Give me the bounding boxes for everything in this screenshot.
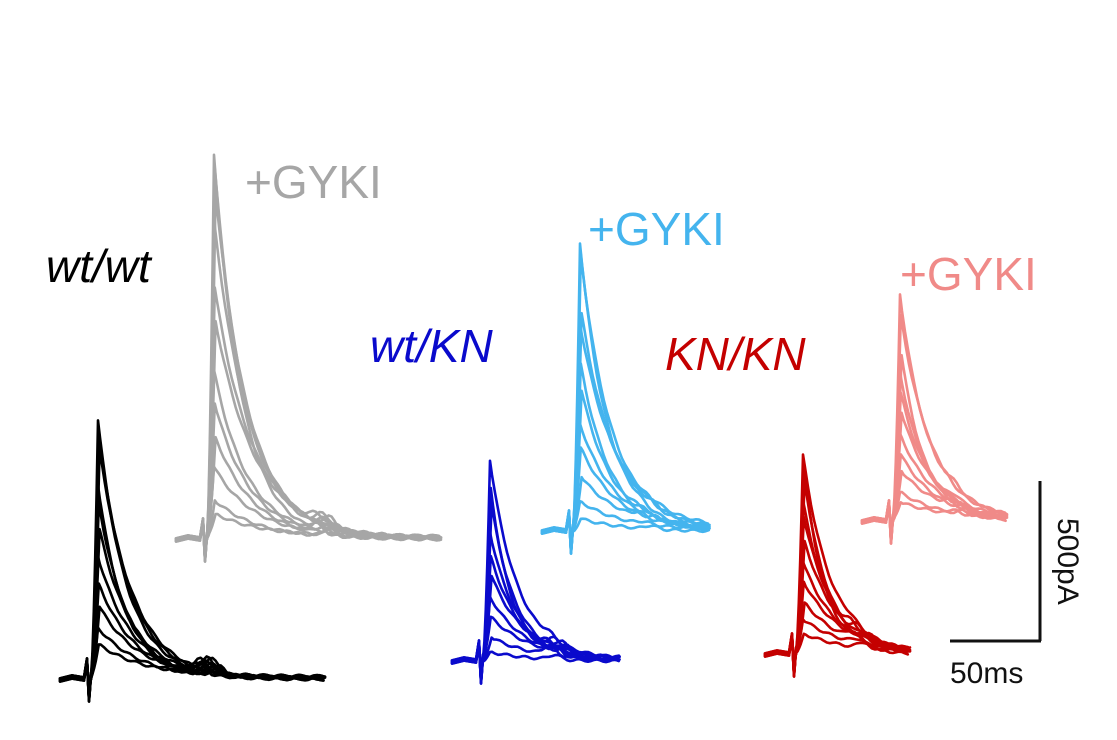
- trace-group-2: [450, 459, 621, 685]
- trace-3-9: [540, 499, 710, 554]
- trace-2-9: [450, 642, 620, 685]
- trace-4-10: [763, 632, 910, 677]
- trace-0-10: [58, 643, 325, 700]
- trace-5-0: [860, 293, 1009, 542]
- trace-5-10: [860, 499, 1007, 542]
- trace-group-3: [540, 242, 711, 555]
- trace-0-8: [58, 605, 325, 701]
- trace-group-4: [763, 453, 912, 678]
- trace-group-1: [174, 153, 443, 563]
- trace-group-0: [58, 419, 327, 703]
- trace-0-7: [58, 582, 325, 703]
- trace-2-5: [450, 574, 621, 683]
- trace-3-8: [540, 475, 711, 552]
- label-gyki-wtkn: +GYKI: [588, 203, 725, 255]
- trace-4-7: [763, 580, 910, 676]
- trace-5-7: [860, 453, 1007, 545]
- trace-1-11: [174, 512, 441, 560]
- trace-3-10: [540, 512, 711, 555]
- scale-bar-time-label: 50ms: [950, 657, 1023, 690]
- label-kn-kn: KN/KN: [665, 328, 806, 380]
- trace-group-5: [860, 293, 1009, 545]
- label-wt-wt: wt/wt: [46, 240, 153, 292]
- trace-1-10: [174, 499, 441, 563]
- label-gyki-wt: +GYKI: [245, 156, 382, 208]
- scale-bar-current-label: 500pA: [1051, 518, 1084, 605]
- trace-4-9: [763, 618, 912, 675]
- label-gyki-knkn: +GYKI: [900, 248, 1037, 300]
- trace-2-8: [450, 636, 621, 684]
- label-wt-kn: wt/KN: [370, 320, 493, 372]
- trace-1-3: [174, 218, 443, 563]
- traces-layer: [58, 153, 1009, 703]
